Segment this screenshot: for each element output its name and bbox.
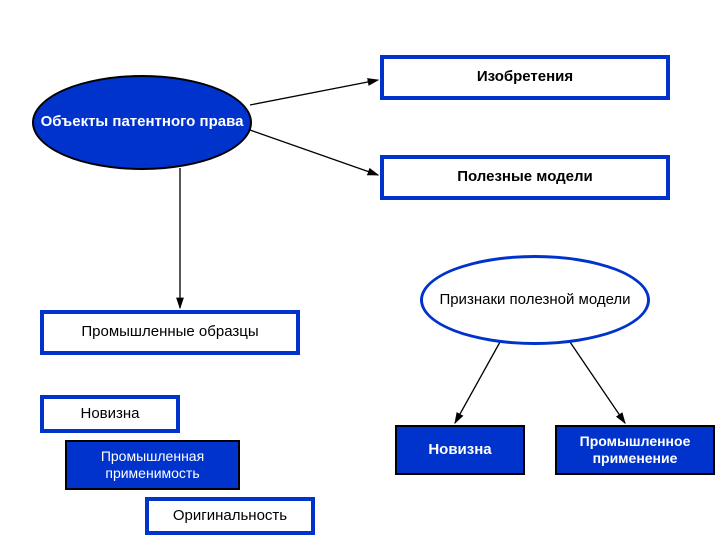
node-inventions: Изобретения: [380, 55, 670, 100]
edge: [455, 342, 500, 423]
edge: [250, 130, 378, 175]
node-utility_models: Полезные модели: [380, 155, 670, 200]
node-novelty_right: Новизна: [395, 425, 525, 475]
edge: [250, 80, 378, 105]
edge: [570, 342, 625, 423]
node-utility_features: Признаки полезной модели: [420, 255, 650, 345]
node-root: Объекты патентного права: [32, 75, 252, 170]
node-industrial_designs: Промышленные образцы: [40, 310, 300, 355]
node-originality: Оригинальность: [145, 497, 315, 535]
node-industrial_applicability: Промышленная применимость: [65, 440, 240, 490]
node-industrial_application: Промышленное применение: [555, 425, 715, 475]
node-novelty_left: Новизна: [40, 395, 180, 433]
